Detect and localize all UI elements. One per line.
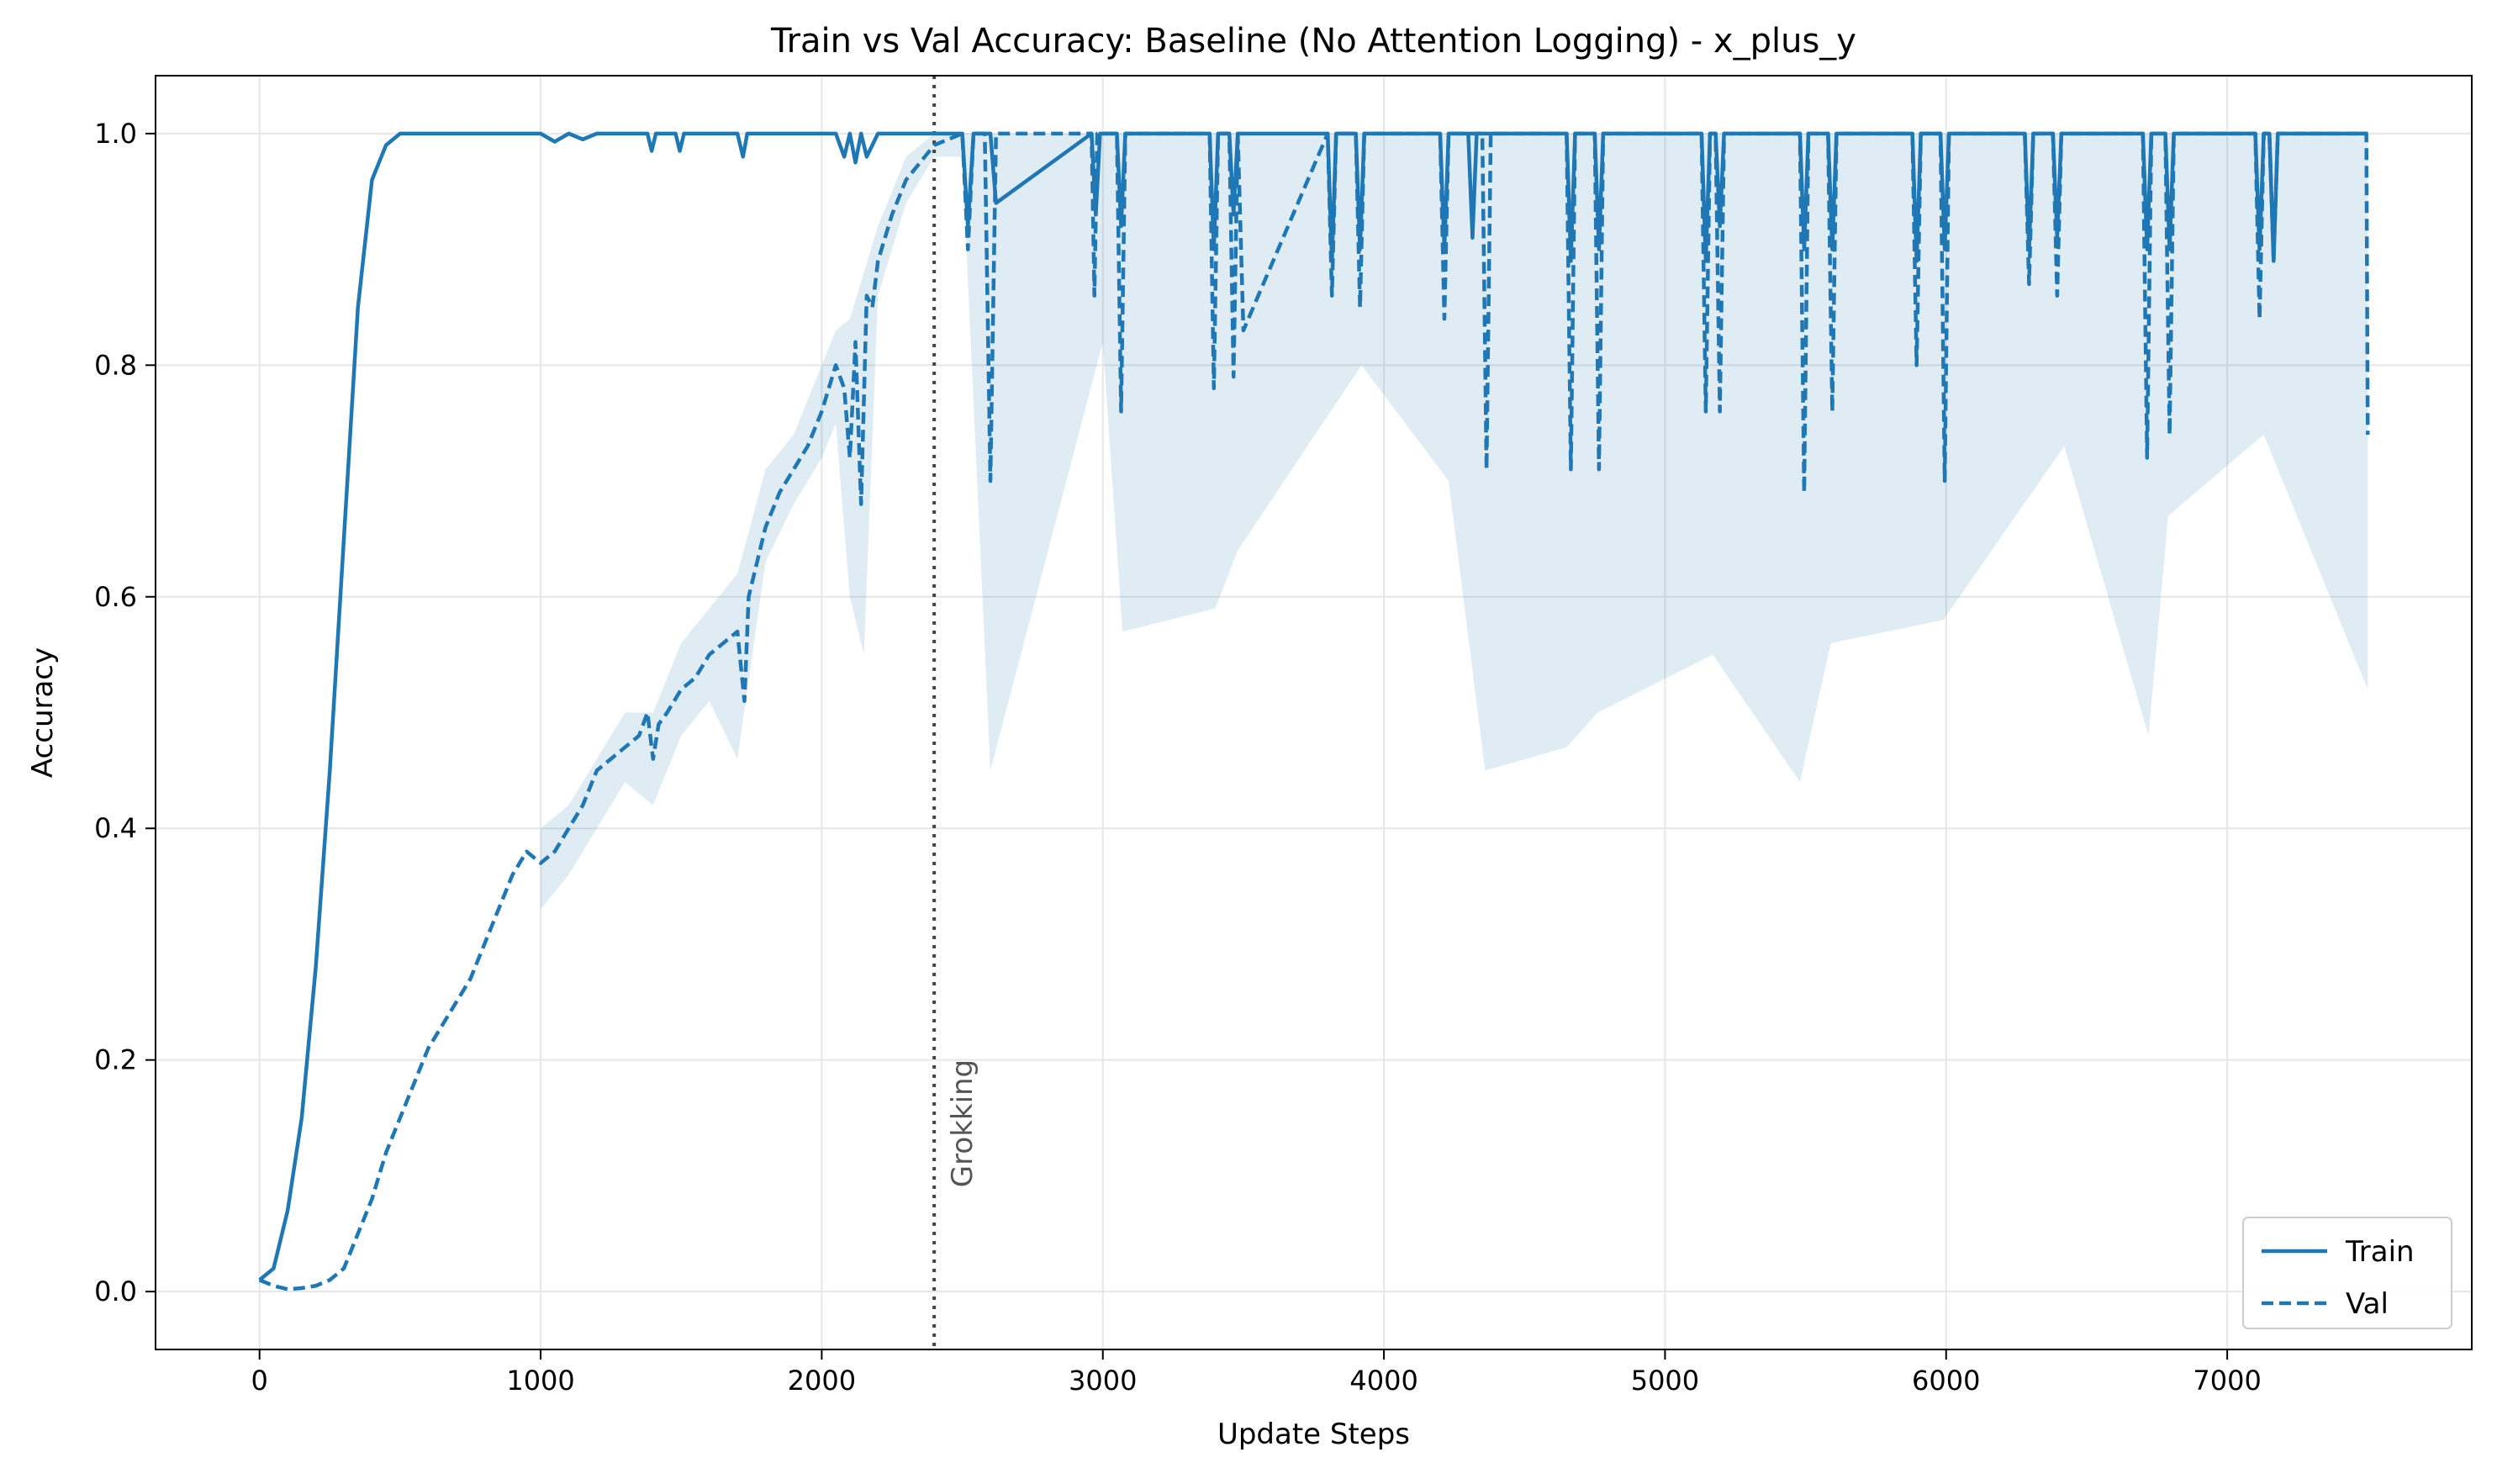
legend: Train Val [2242, 1217, 2452, 1329]
x-tick-label: 5000 [1631, 1365, 1699, 1397]
band-layer [541, 133, 2368, 910]
legend-label-train: Train [2345, 1235, 2415, 1269]
y-tick-label: 0.6 [94, 581, 137, 613]
y-tick-label: 0.2 [94, 1044, 137, 1076]
series-layer [258, 131, 2370, 1291]
y-tick-label: 1.0 [94, 118, 137, 150]
y-tick-label: 0.8 [94, 349, 137, 381]
series-line-val [258, 131, 2370, 1291]
legend-box [2242, 1217, 2452, 1329]
chart-title: Train vs Val Accuracy: Baseline (No Atte… [770, 22, 1856, 61]
x-tick-label: 0 [251, 1365, 268, 1397]
x-tick-label: 2000 [788, 1365, 856, 1397]
plot-frame [155, 75, 2473, 1350]
x-tick-label: 3000 [1069, 1365, 1137, 1397]
x-axis-label: Update Steps [1217, 1418, 1410, 1451]
x-tick-label: 7000 [2193, 1365, 2261, 1397]
legend-label-val: Val [2346, 1287, 2389, 1321]
x-tick-label: 6000 [1912, 1365, 1980, 1397]
val-confidence-band [541, 133, 2368, 910]
tick-layer: 0 1000 2000 3000 4000 5000 6000 7000 0.0 0.2 0.4 0.… [94, 118, 2262, 1397]
y-tick-label: 0.4 [94, 812, 137, 844]
x-tick-label: 1000 [506, 1365, 574, 1397]
grokking-annotation: Grokking [946, 1059, 979, 1187]
x-tick-label: 4000 [1349, 1365, 1417, 1397]
y-tick-label: 0.0 [94, 1275, 137, 1307]
y-axis-label: Accuracy [26, 647, 60, 778]
